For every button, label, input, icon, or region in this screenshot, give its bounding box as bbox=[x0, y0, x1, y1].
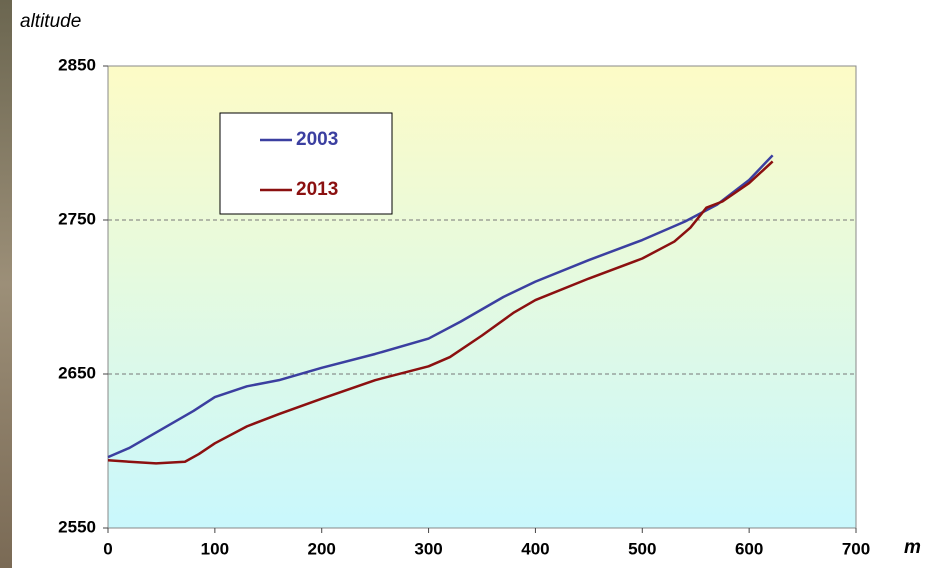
x-tick-label: 400 bbox=[521, 539, 549, 558]
y-tick-label: 2850 bbox=[58, 55, 96, 74]
legend bbox=[219, 112, 393, 215]
series-line bbox=[107, 160, 774, 465]
x-tick-label: 700 bbox=[842, 539, 870, 558]
x-tick-label: 300 bbox=[414, 539, 442, 558]
y-axis-label: altitude bbox=[20, 11, 81, 32]
series-line bbox=[107, 154, 774, 459]
y-tick-label: 2550 bbox=[58, 517, 96, 536]
x-tick-label: 0 bbox=[103, 539, 112, 558]
y-tick-label: 2750 bbox=[58, 209, 96, 228]
x-tick-label: 500 bbox=[628, 539, 656, 558]
x-tick-label: 100 bbox=[201, 539, 229, 558]
legend-label: 2003 bbox=[296, 129, 338, 150]
x-tick-label: 600 bbox=[735, 539, 763, 558]
legend-label: 2013 bbox=[296, 179, 338, 200]
photo-strip bbox=[0, 0, 12, 568]
x-tick-label: 200 bbox=[308, 539, 336, 558]
x-axis-label: m bbox=[904, 537, 921, 558]
y-tick-label: 2650 bbox=[58, 363, 96, 382]
